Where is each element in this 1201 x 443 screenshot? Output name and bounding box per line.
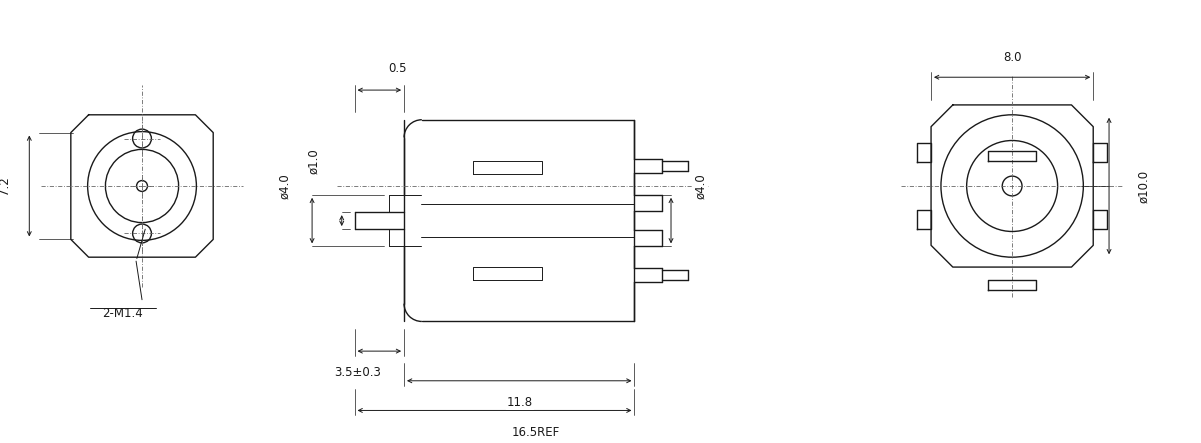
Text: 16.5REF: 16.5REF: [512, 426, 560, 439]
Text: 0.5: 0.5: [388, 62, 406, 75]
Text: 2-M1.4: 2-M1.4: [102, 307, 143, 320]
Text: 8.0: 8.0: [1003, 51, 1021, 64]
Text: ø10.0: ø10.0: [1137, 169, 1151, 202]
Text: ø4.0: ø4.0: [277, 173, 291, 199]
Text: 3.5±0.3: 3.5±0.3: [334, 366, 381, 379]
Text: ø4.0: ø4.0: [694, 173, 707, 199]
Text: ø1.0: ø1.0: [307, 148, 321, 174]
Text: 7.2: 7.2: [0, 177, 11, 195]
Text: 11.8: 11.8: [507, 396, 533, 409]
